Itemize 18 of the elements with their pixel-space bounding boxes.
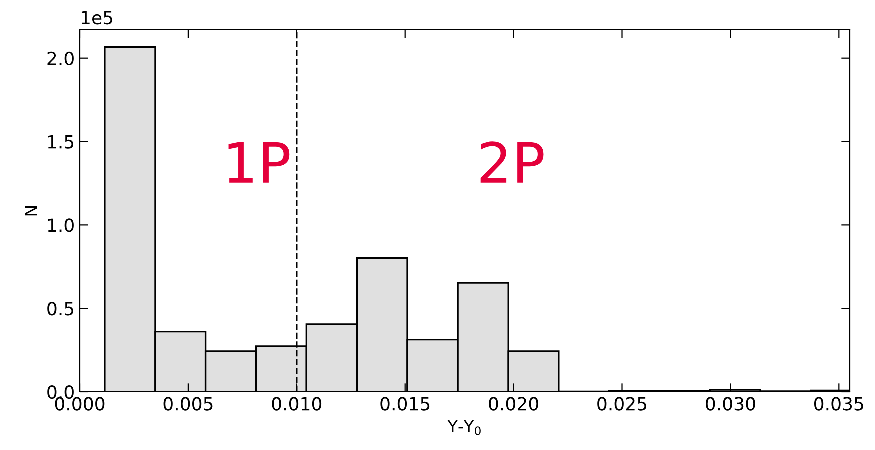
x-tick-label: 0.025 (598, 397, 647, 411)
y-tick-label: 1.0 (48, 218, 74, 232)
x-tick-label: 0.000 (55, 397, 105, 411)
x-tick-label: 0.015 (380, 397, 430, 411)
y-tick-label: 1.5 (48, 135, 74, 149)
x-tick-label: 0.010 (272, 397, 322, 411)
y-tick-label: 0.5 (48, 302, 74, 316)
x-axis-title: Y-Y$_{0}$ (448, 420, 481, 436)
annotation: 2P (480, 142, 544, 183)
x-tick-label: 0.035 (814, 397, 864, 411)
x-tick-label: 0.020 (489, 397, 538, 411)
text: 1e5 (82, 11, 113, 25)
y-tick-label: 2.0 (48, 52, 74, 66)
y-tick-label: 0.0 (48, 385, 74, 400)
y-axis-title: N (25, 206, 38, 216)
x-tick-label: 0.030 (706, 397, 756, 411)
annotation: 1P (228, 142, 290, 183)
x-tick-label: 0.005 (164, 397, 213, 411)
